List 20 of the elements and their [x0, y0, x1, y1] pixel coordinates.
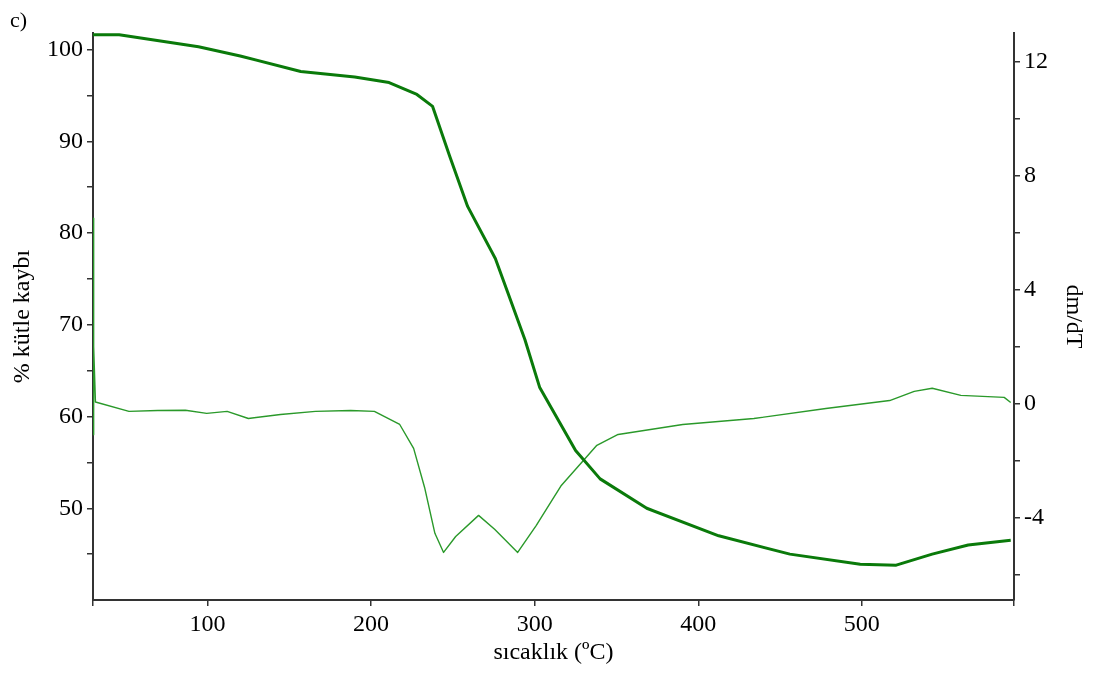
y-tick-label: 60	[59, 401, 83, 428]
y2-tick-label: -4	[1024, 502, 1044, 529]
y2-tick-label: 0	[1024, 388, 1036, 415]
x-axis-title: sıcaklık (ºC)	[493, 637, 614, 664]
x-tick-label: 500	[843, 609, 880, 636]
x-tick-label: 400	[680, 609, 717, 636]
y-tick-label: 90	[59, 126, 83, 153]
y-axis-title: % kütle kaybı	[7, 249, 34, 384]
y-tick-label: 80	[59, 218, 83, 245]
text: c)	[10, 6, 28, 32]
y2-tick-label: 4	[1024, 274, 1036, 301]
y2-axis-title: dm/dT	[1061, 284, 1088, 349]
y-tick-label: 100	[47, 34, 83, 61]
x-tick-label: 100	[189, 609, 226, 636]
y2-tick-label: 12	[1024, 46, 1048, 73]
y-tick-label: 70	[59, 310, 83, 337]
x-tick-label: 200	[353, 609, 390, 636]
x-tick-label: 300	[516, 609, 553, 636]
y2-tick-label: 8	[1024, 160, 1036, 187]
y-tick-label: 50	[59, 493, 83, 520]
